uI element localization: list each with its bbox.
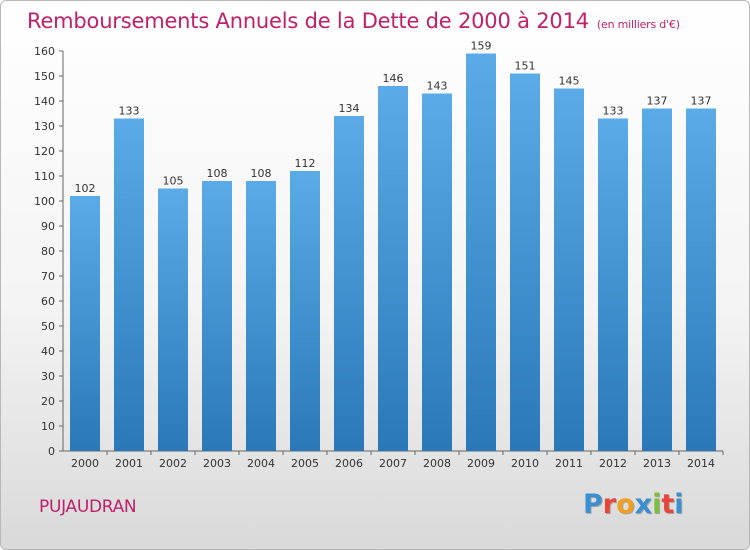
y-tick-label: 140 — [34, 95, 55, 108]
bar-value-label: 108 — [251, 167, 272, 180]
y-tick-label: 150 — [34, 70, 55, 83]
bar — [158, 188, 188, 451]
x-tick-label: 2014 — [687, 457, 715, 470]
x-tick-label: 2004 — [247, 457, 275, 470]
x-tick-label: 2001 — [115, 457, 143, 470]
bar-value-label: 105 — [163, 175, 184, 188]
bar — [246, 181, 276, 451]
y-tick-label: 10 — [41, 420, 55, 433]
chart-title: Remboursements Annuels de la Dette de 20… — [27, 9, 680, 33]
bar-value-label: 108 — [207, 167, 228, 180]
bar — [378, 86, 408, 451]
bar — [422, 93, 452, 451]
bar-value-label: 143 — [427, 80, 448, 93]
bar-value-label: 137 — [691, 95, 712, 108]
bar-value-label: 137 — [647, 95, 668, 108]
y-tick-label: 120 — [34, 145, 55, 158]
bar — [70, 196, 100, 451]
y-tick-label: 130 — [34, 120, 55, 133]
bar-value-label: 102 — [75, 182, 96, 195]
bar-value-label: 112 — [295, 157, 316, 170]
logo-letter: x — [634, 489, 653, 520]
bar-value-label: 145 — [559, 75, 580, 88]
proxiti-logo: Proxiti — [583, 489, 684, 520]
y-tick-label: 100 — [34, 195, 55, 208]
bar — [686, 108, 716, 451]
bar — [290, 171, 320, 451]
y-tick-label: 0 — [48, 445, 55, 458]
logo-letter: t — [661, 489, 675, 520]
bar — [554, 88, 584, 451]
logo-letter: i — [674, 489, 684, 520]
chart-title-text: Remboursements Annuels de la Dette de 20… — [27, 9, 589, 33]
bar-chart: 0 10 20 30 40 50 60 70 80 90 100 110 120 130 140 150 160… — [34, 40, 724, 470]
x-tick-label: 2000 — [71, 457, 99, 470]
bar — [114, 118, 144, 451]
y-tick-label: 70 — [41, 270, 55, 283]
x-tick-label: 2003 — [203, 457, 231, 470]
town-name: PUJAUDRAN — [39, 497, 137, 517]
y-tick-label: 50 — [41, 320, 55, 333]
y-tick-label: 160 — [34, 45, 55, 58]
logo-letter: P — [583, 489, 603, 520]
y-tick-label: 20 — [41, 395, 55, 408]
logo-letter: o — [616, 489, 635, 520]
bar — [202, 181, 232, 451]
bar-value-label: 133 — [603, 105, 624, 118]
x-tick-label: 2005 — [291, 457, 319, 470]
bar — [334, 116, 364, 451]
x-tick-label: 2006 — [335, 457, 363, 470]
bar-value-label: 151 — [515, 60, 536, 73]
bar-value-label: 133 — [119, 105, 140, 118]
y-tick-label: 110 — [34, 170, 55, 183]
x-tick-label: 2011 — [555, 457, 583, 470]
y-tick-label: 40 — [41, 345, 55, 358]
bar — [598, 118, 628, 451]
bar — [510, 73, 540, 451]
logo-letter: r — [602, 489, 617, 520]
x-tick-label: 2002 — [159, 457, 187, 470]
x-tick-label: 2007 — [379, 457, 407, 470]
y-tick-label: 60 — [41, 295, 55, 308]
x-tick-label: 2012 — [599, 457, 627, 470]
x-tick-label: 2013 — [643, 457, 671, 470]
bar — [466, 53, 496, 451]
chart-subtitle: (en milliers d'€) — [596, 18, 680, 31]
bar — [642, 108, 672, 451]
logo-letter: i — [652, 489, 662, 520]
x-tick-label: 2010 — [511, 457, 539, 470]
y-tick-label: 80 — [41, 245, 55, 258]
bar-value-label: 159 — [471, 40, 492, 53]
bar-value-label: 146 — [383, 72, 404, 85]
x-tick-label: 2008 — [423, 457, 451, 470]
y-tick-label: 30 — [41, 370, 55, 383]
x-tick-label: 2009 — [467, 457, 495, 470]
bar-value-label: 134 — [339, 102, 360, 115]
y-tick-label: 90 — [41, 220, 55, 233]
